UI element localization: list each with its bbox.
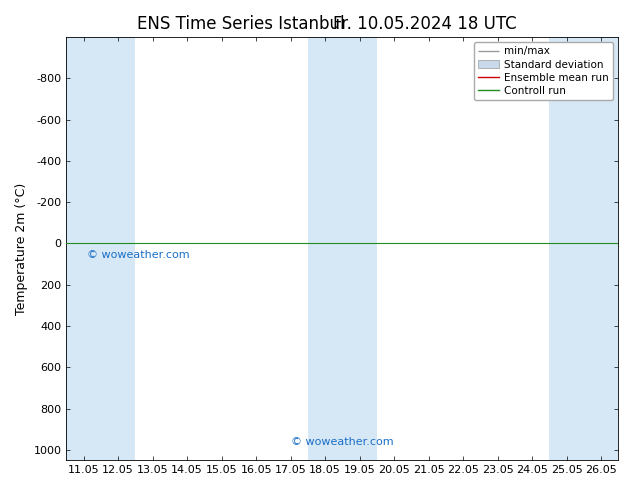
Bar [342, 37, 377, 460]
Bar [67, 37, 101, 460]
Text: ENS Time Series Istanbul: ENS Time Series Istanbul [137, 15, 345, 33]
Text: © woweather.com: © woweather.com [291, 438, 394, 447]
Bar [584, 37, 619, 460]
Bar [101, 37, 136, 460]
Bar [550, 37, 584, 460]
Bar [308, 37, 342, 460]
Y-axis label: Temperature 2m (°C): Temperature 2m (°C) [15, 182, 28, 315]
Text: Fr. 10.05.2024 18 UTC: Fr. 10.05.2024 18 UTC [333, 15, 517, 33]
Legend: min/max, Standard deviation, Ensemble mean run, Controll run: min/max, Standard deviation, Ensemble me… [474, 42, 613, 100]
Text: © woweather.com: © woweather.com [87, 249, 190, 260]
